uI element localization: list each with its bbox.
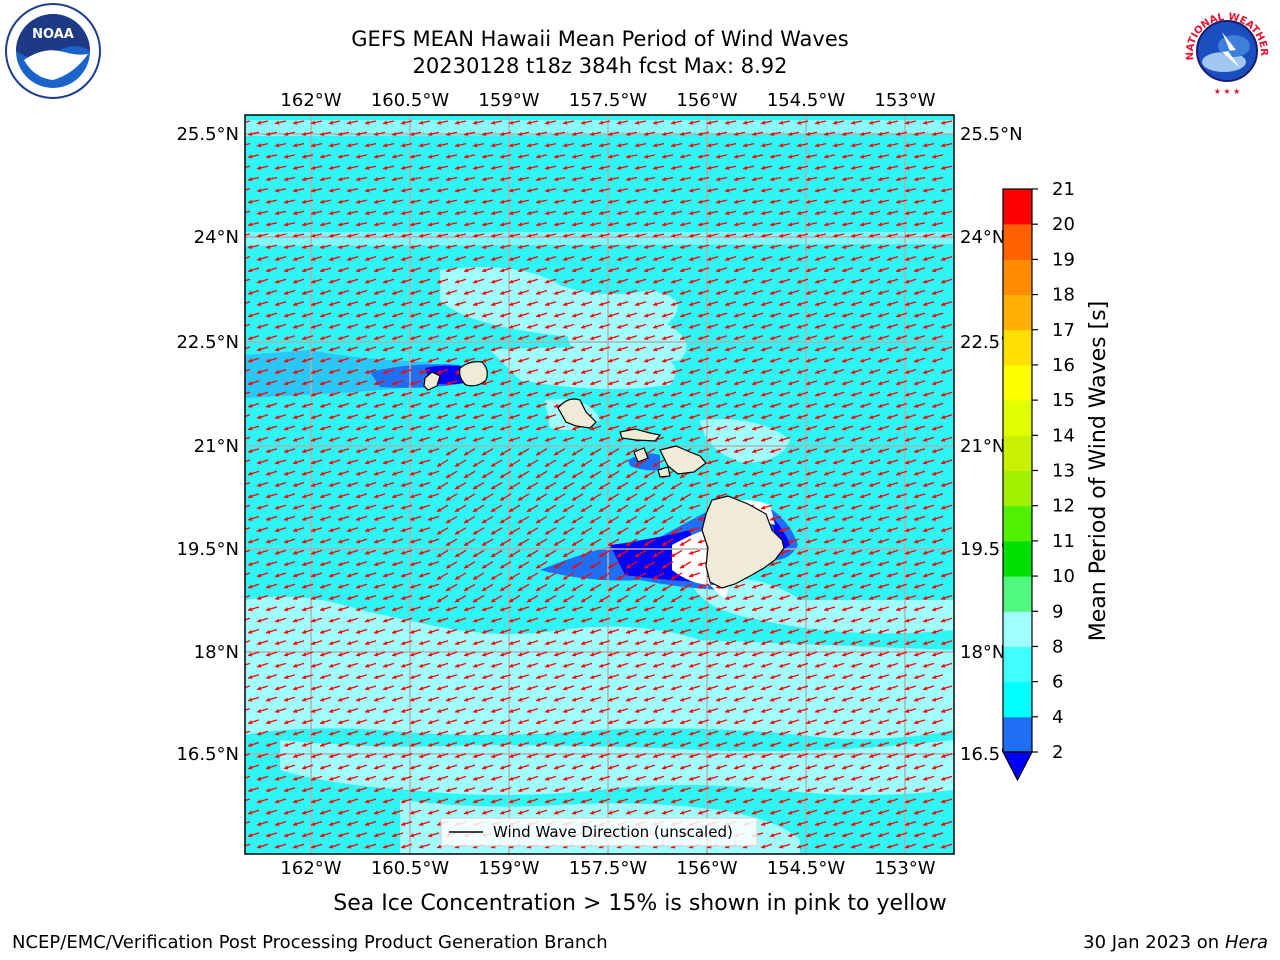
- lat-tick-left: 22.5°N: [176, 332, 239, 353]
- lat-tick-left: 21°N: [194, 436, 239, 457]
- map-legend: Wind Wave Direction (unscaled): [440, 817, 758, 847]
- colorbar-tick-label: 14: [1052, 425, 1075, 446]
- longitude-labels-top: 162°W 160.5°W 159°W 157.5°W 156°W 154.5°W 153°…: [280, 90, 935, 111]
- lat-tick-left: 24°N: [194, 227, 239, 248]
- noaa-logo-text: NOAA: [32, 27, 74, 42]
- colorbar-segment: [1003, 716, 1032, 753]
- colorbar-tick-label: 20: [1052, 214, 1075, 235]
- lat-tick-left: 25.5°N: [176, 124, 239, 145]
- lat-tick-right: 24°N: [960, 227, 1005, 248]
- noaa-logo: NOAA: [4, 2, 102, 100]
- colorbar-segment: [1003, 435, 1032, 471]
- lon-tick-top: 154.5°W: [767, 90, 846, 111]
- grid-lines: [245, 115, 954, 854]
- footer-branch: NCEP/EMC/Verification Post Processing Pr…: [12, 932, 608, 953]
- chart-title-line1: GEFS MEAN Hawaii Mean Period of Wind Wav…: [351, 27, 849, 51]
- island-kahoolawe: [657, 466, 671, 478]
- colorbar-tick-label: 4: [1052, 707, 1063, 728]
- lon-tick-top: 162°W: [280, 90, 341, 111]
- colorbar-segment: [1003, 611, 1032, 647]
- wind-wave-direction-arrows: [245, 120, 953, 849]
- colorbar-under-extension: [1002, 751, 1033, 782]
- colorbar-tick-label: 2: [1052, 742, 1063, 763]
- colorbar-segment: [1003, 681, 1032, 718]
- colorbar-tick-label: 13: [1052, 461, 1075, 482]
- colorbar-tick-label: 8: [1052, 636, 1063, 657]
- colorbar-tick-label: 18: [1052, 285, 1075, 306]
- nws-logo: NATIONAL WEATHER SERVICE ★ ★ ★: [1174, 0, 1276, 100]
- hawaiian-islands: [423, 361, 785, 589]
- svg-text:★ ★ ★: ★ ★ ★: [1214, 87, 1241, 96]
- footer-date: 30 Jan 2023 on Hera: [1083, 932, 1268, 953]
- colorbar-label: Mean Period of Wind Waves [s]: [1086, 301, 1111, 641]
- footer-host: Hera: [1224, 932, 1268, 953]
- chart-title-line2: 20230128 t18z 384h fcst Max: 8.92: [412, 54, 788, 78]
- colorbar-tick-label: 17: [1052, 320, 1075, 341]
- lon-tick-top: 159°W: [478, 90, 539, 111]
- map-frame: [244, 114, 955, 855]
- colorbar-tick-label: 9: [1052, 601, 1063, 622]
- colorbar-segment: [1003, 294, 1032, 331]
- latitude-labels-left: 25.5°N 24°N 22.5°N 21°N 19.5°N 18°N 16.5°N: [176, 124, 239, 765]
- sea-ice-caption: Sea Ice Concentration > 15% is shown in …: [333, 891, 947, 916]
- colorbar-tick-label: 6: [1052, 672, 1063, 693]
- colorbar-segment: [1003, 259, 1032, 296]
- lon-tick-bottom: 160.5°W: [371, 858, 450, 879]
- island-niihau: [423, 371, 441, 391]
- lat-tick-left: 18°N: [194, 642, 239, 663]
- island-maui: [659, 445, 707, 475]
- colorbar-tick-label: 19: [1052, 249, 1075, 270]
- island-oahu: [557, 398, 597, 429]
- colorbar-tick-label: 16: [1052, 355, 1075, 376]
- colorbar-segment: [1003, 364, 1032, 401]
- lon-tick-bottom: 154.5°W: [767, 858, 846, 879]
- lat-tick-right: 18°N: [960, 642, 1005, 663]
- colorbar-segment: [1003, 540, 1032, 577]
- lon-tick-top: 153°W: [874, 90, 935, 111]
- lon-tick-top: 157.5°W: [569, 90, 648, 111]
- colorbar-segment: [1003, 189, 1032, 225]
- lon-tick-bottom: 153°W: [874, 858, 935, 879]
- longitude-labels-bottom: 162°W 160.5°W 159°W 157.5°W 156°W 154.5°W 153°…: [280, 858, 935, 879]
- colorbar: [1002, 188, 1033, 782]
- island-kauai: [459, 361, 488, 387]
- colorbar-segment: [1003, 576, 1032, 612]
- footer-date-text: 30 Jan 2023 on: [1083, 932, 1225, 953]
- lat-tick-right: 25.5°N: [960, 124, 1023, 145]
- lon-tick-top: 156°W: [676, 90, 737, 111]
- colorbar-ticks: 2 4 6 8 9 10 11 12 13 14 15 16 17 18 19 20 21: [1032, 179, 1075, 763]
- colorbar-tick-label: 21: [1052, 179, 1075, 200]
- colorbar-tick-label: 10: [1052, 566, 1075, 587]
- island-lanai: [633, 447, 649, 463]
- lon-tick-bottom: 162°W: [280, 858, 341, 879]
- island-molokai: [619, 428, 662, 442]
- colorbar-segment: [1003, 400, 1032, 436]
- colorbar-tick-label: 15: [1052, 390, 1075, 411]
- colorbar-segment: [1003, 646, 1032, 683]
- lon-tick-bottom: 156°W: [676, 858, 737, 879]
- lat-tick-left: 19.5°N: [176, 539, 239, 560]
- legend-label: Wind Wave Direction (unscaled): [493, 823, 733, 841]
- lon-tick-bottom: 159°W: [478, 858, 539, 879]
- lat-tick-left: 16.5°N: [176, 744, 239, 765]
- colorbar-segment: [1003, 505, 1032, 542]
- colorbar-tick-label: 11: [1052, 531, 1075, 552]
- lat-tick-right: 21°N: [960, 436, 1005, 457]
- colorbar-segment: [1003, 470, 1032, 507]
- colorbar-segment: [1003, 329, 1032, 366]
- island-hawaii: [701, 495, 785, 589]
- colorbar-segment: [1003, 224, 1032, 260]
- lon-tick-bottom: 157.5°W: [569, 858, 648, 879]
- lon-tick-top: 160.5°W: [371, 90, 450, 111]
- colorbar-tick-label: 12: [1052, 496, 1075, 517]
